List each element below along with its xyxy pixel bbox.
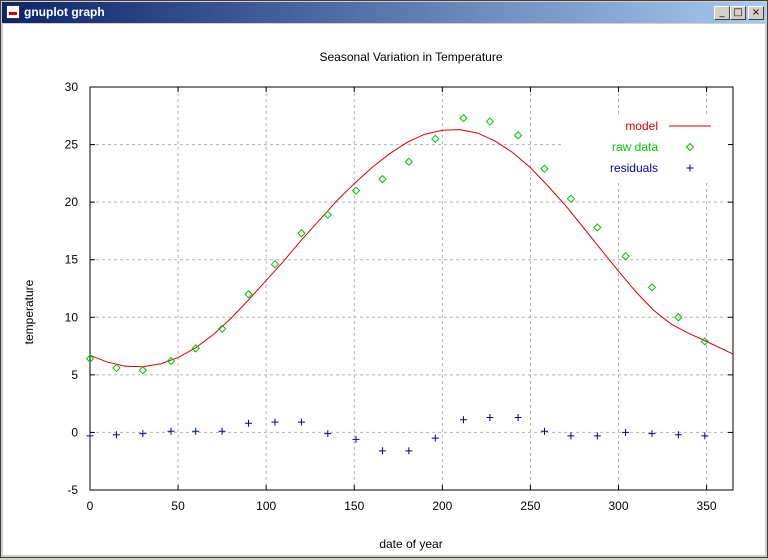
residual-point — [541, 427, 549, 435]
y-tick-label: -5 — [67, 483, 78, 497]
x-tick-label: 50 — [171, 499, 185, 513]
residual-point — [486, 413, 494, 421]
residual-point — [218, 427, 226, 435]
residual-point — [245, 419, 253, 427]
legend-label-raw-data: raw data — [612, 140, 658, 154]
y-tick-label: 10 — [65, 310, 79, 324]
close-icon: × — [751, 7, 761, 18]
raw-data-point — [191, 344, 200, 353]
legend-background — [563, 114, 728, 180]
residual-point — [378, 447, 386, 455]
raw-data-point — [138, 366, 148, 375]
raw-data-point — [244, 290, 253, 299]
raw-data-point — [485, 117, 495, 126]
plot-frame — [89, 86, 734, 491]
residual-point — [112, 431, 120, 439]
close-button[interactable]: × — [748, 6, 764, 20]
chart-title: Seasonal Variation in Temperature — [320, 50, 503, 64]
x-tick-label: 100 — [256, 499, 276, 513]
residual-point — [622, 428, 630, 436]
series-layer — [85, 113, 734, 455]
chart-svg: 0 50 100 150 200 250 300 350 -5 0 5 10 15 20 25 30 mode… — [3, 24, 765, 555]
residual-point — [648, 430, 656, 438]
residual-point — [701, 432, 709, 440]
residual-point — [567, 432, 575, 440]
y-tick-label: 15 — [65, 253, 79, 267]
axis-ticks: 0 50 100 150 200 250 300 350 -5 0 5 10 15 20 25 30 — [65, 80, 733, 513]
legend-label-residuals: residuals — [610, 161, 658, 175]
raw-data-point — [431, 134, 440, 144]
residual-point — [324, 430, 332, 438]
x-tick-label: 150 — [344, 499, 364, 513]
plot-canvas[interactable]: 0 50 100 150 200 250 300 350 -5 0 5 10 15 20 25 30 mode… — [3, 24, 765, 555]
residual-point — [514, 413, 522, 421]
y-tick-label: 30 — [65, 80, 79, 94]
minimize-icon: _ — [719, 7, 725, 18]
raw-data-point — [112, 363, 121, 373]
series-line-model — [89, 129, 734, 368]
raw-data-point — [378, 174, 387, 184]
x-tick-label: 350 — [697, 499, 717, 513]
raw-data-point — [459, 113, 468, 123]
x-tick-label: 200 — [432, 499, 452, 513]
legend: model raw data residuals — [563, 114, 728, 180]
raw-data-point — [513, 131, 523, 140]
y-tick-label: 20 — [65, 195, 79, 209]
raw-data-point — [166, 356, 176, 366]
raw-data-point — [85, 354, 95, 363]
residual-point — [431, 434, 439, 442]
minimize-button[interactable]: _ — [714, 6, 730, 20]
raw-data-point — [593, 223, 602, 232]
x-tick-label: 250 — [520, 499, 540, 513]
legend-swatch-diamond — [685, 142, 695, 152]
raw-data-point — [540, 164, 549, 173]
raw-data-point — [404, 157, 414, 167]
raw-data-point — [297, 229, 306, 238]
maximize-icon: □ — [733, 7, 743, 18]
x-tick-label: 0 — [87, 499, 94, 513]
y-tick-label: 5 — [71, 368, 78, 382]
title-bar[interactable]: gnuplot graph _ □ × — [2, 2, 766, 23]
raw-data-point — [566, 194, 576, 203]
raw-data-point — [621, 252, 630, 261]
raw-data-point — [700, 337, 710, 346]
x-tick-label: 300 — [608, 499, 628, 513]
y-tick-label: 25 — [65, 138, 79, 152]
residual-point — [459, 416, 467, 424]
raw-data-point — [674, 313, 683, 322]
raw-data-point — [647, 283, 657, 292]
window-title: gnuplot graph — [24, 5, 105, 19]
residual-point — [405, 447, 413, 455]
residual-point — [674, 431, 682, 439]
maximize-button[interactable]: □ — [730, 6, 746, 20]
raw-data-point — [217, 324, 227, 334]
raw-data-point — [351, 186, 361, 195]
raw-data-point — [270, 260, 280, 269]
residual-point — [297, 418, 305, 426]
legend-swatch-plus — [686, 164, 694, 172]
residual-point — [139, 430, 147, 438]
y-tick-label: 0 — [71, 425, 78, 439]
chart-background — [3, 24, 765, 555]
residual-point — [271, 418, 279, 426]
y-axis-label: temperature — [22, 279, 36, 344]
raw-data-point — [323, 210, 333, 220]
x-axis-label: date of year — [379, 537, 442, 551]
residual-point — [86, 432, 94, 440]
legend-label-model: model — [625, 119, 658, 133]
residual-point — [593, 432, 601, 440]
residual-point — [167, 427, 175, 435]
residual-point — [192, 427, 200, 435]
residual-point — [352, 435, 360, 443]
gnuplot-app-icon[interactable] — [6, 5, 20, 19]
